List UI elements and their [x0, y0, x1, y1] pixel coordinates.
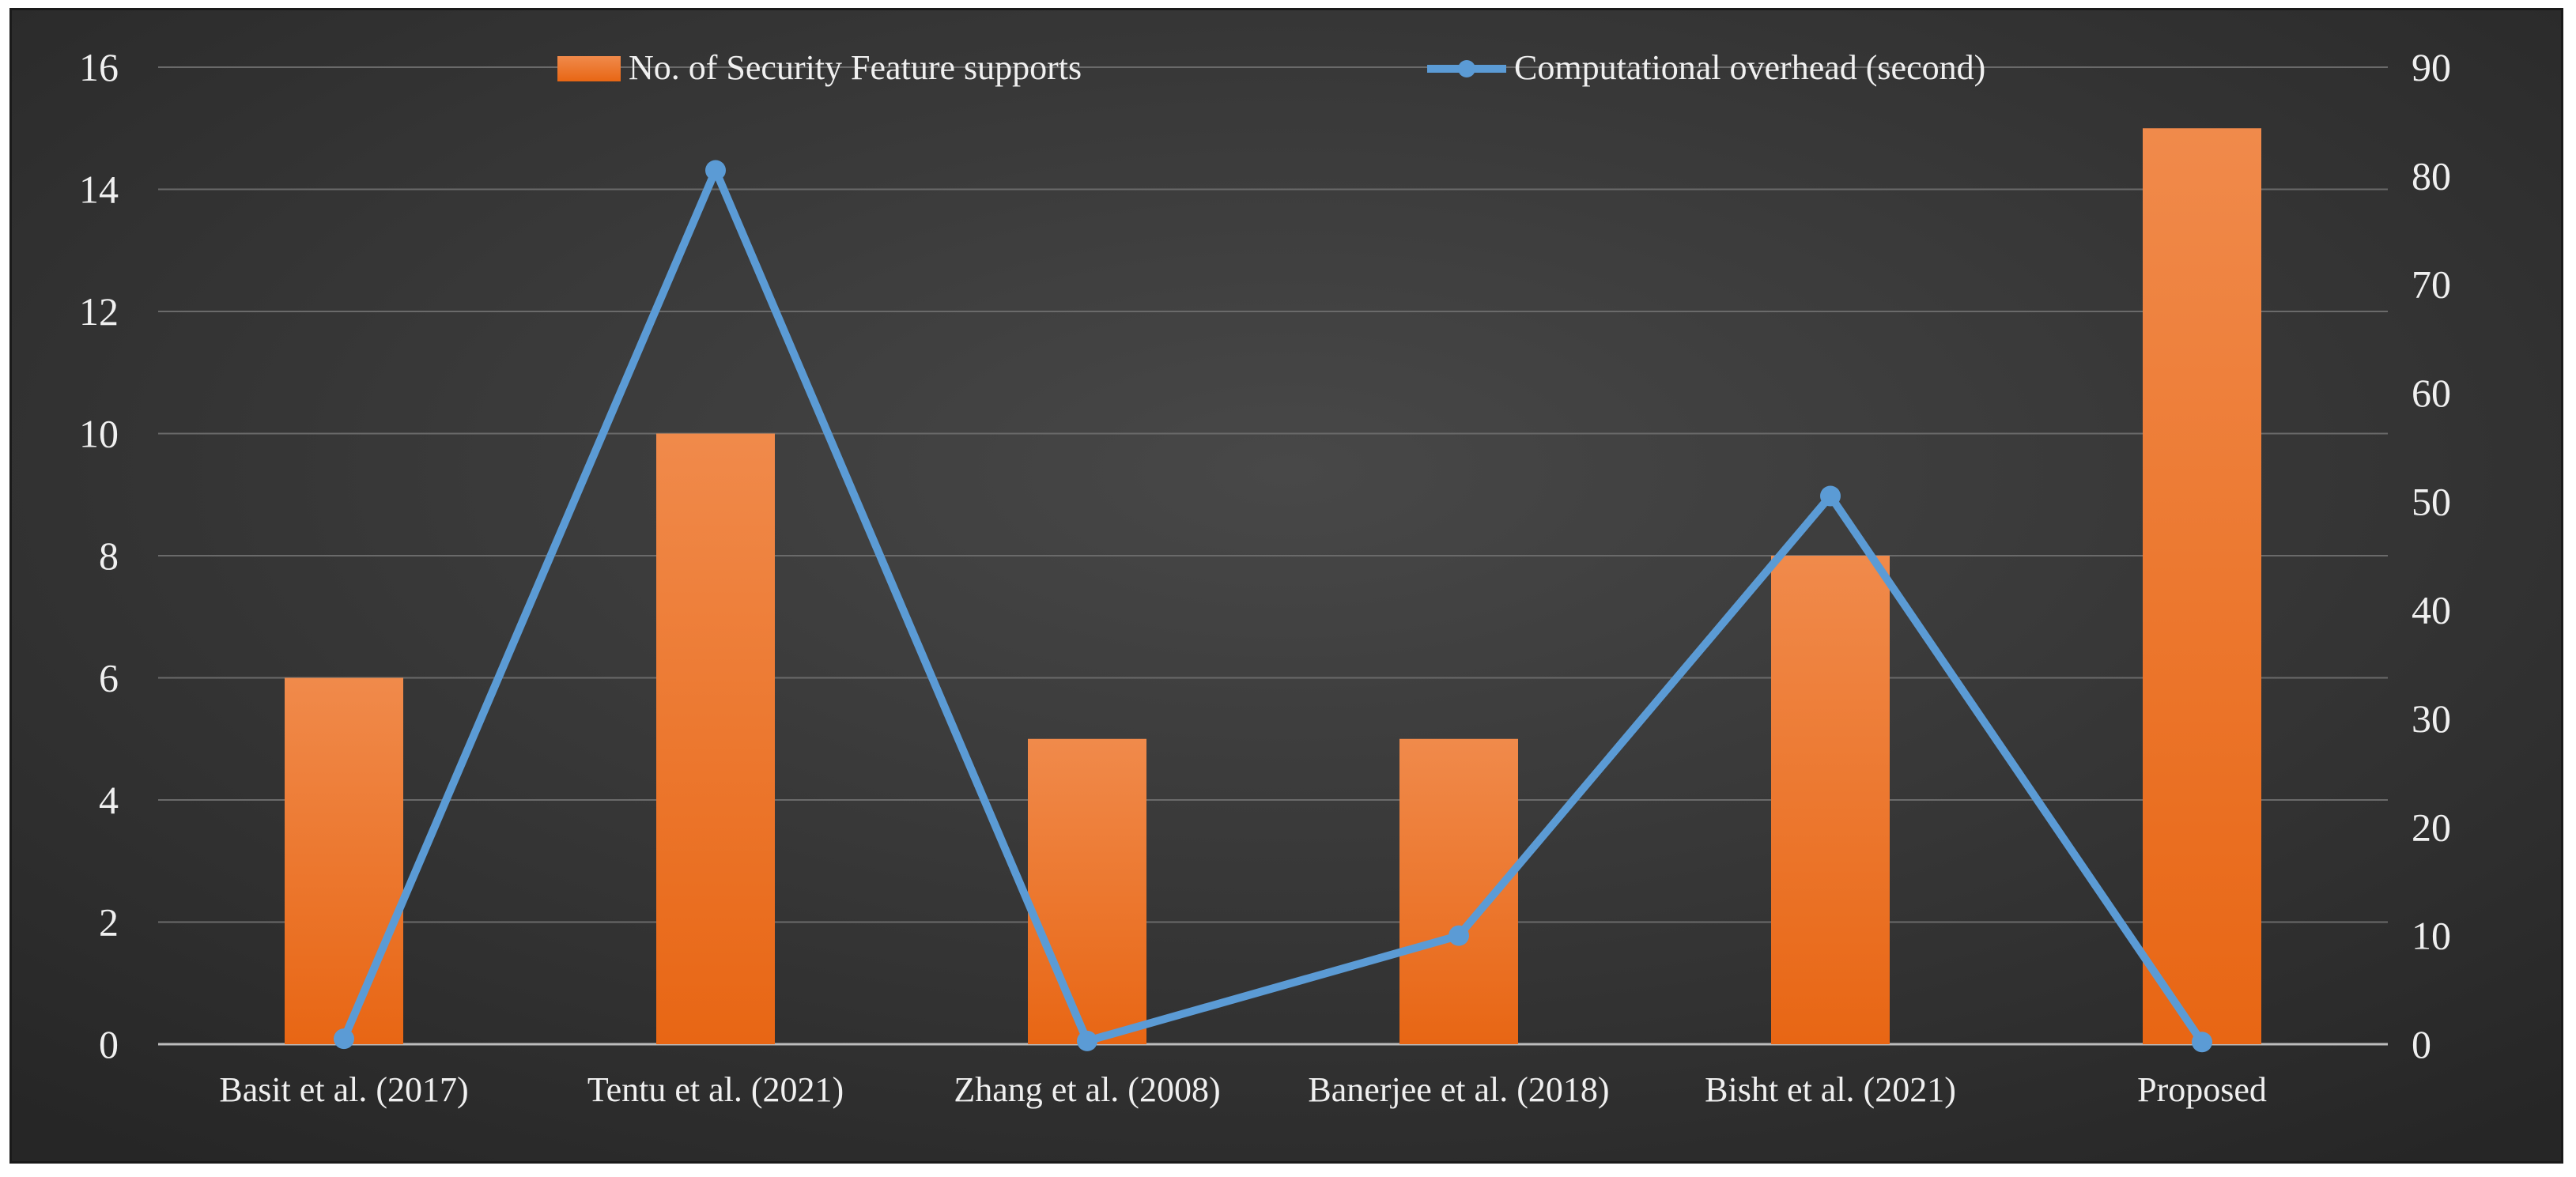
left-tick-label: 8: [99, 534, 119, 578]
bar: [285, 677, 403, 1044]
left-tick-label: 0: [99, 1022, 119, 1066]
chart-frame: 0 2 4 6 8 10 12 14 16 0 10 20 30 40 50 60 70 80 90 Basit …: [9, 8, 2563, 1164]
gridlines: [158, 66, 2388, 1046]
line-point: [1820, 485, 1841, 507]
category-label: Zhang et al. (2008): [954, 1070, 1220, 1109]
right-tick-label: 70: [2412, 262, 2451, 307]
left-tick-label: 6: [99, 656, 119, 700]
bar: [2143, 128, 2261, 1044]
left-tick-label: 4: [99, 778, 119, 822]
right-tick-label: 20: [2412, 805, 2451, 849]
category-label: Proposed: [2137, 1070, 2267, 1109]
legend: No. of Security Feature supports Computa…: [557, 48, 1985, 87]
right-axis-ticks: 0 10 20 30 40 50 60 70 80 90: [2412, 45, 2451, 1066]
chart-background: [12, 10, 2561, 1161]
bar-series: [285, 128, 2261, 1044]
left-tick-label: 12: [79, 289, 119, 334]
line-point: [705, 160, 726, 181]
line-point: [1449, 925, 1469, 946]
category-label: Bisht et al. (2021): [1705, 1070, 1956, 1109]
line-point: [1077, 1030, 1097, 1051]
line-series: [334, 160, 2212, 1053]
category-labels: Basit et al. (2017) Tentu et al. (2021) Zh…: [219, 1070, 2267, 1109]
bar: [1771, 556, 1890, 1044]
category-label: Banerjee et al. (2018): [1308, 1070, 1609, 1109]
legend-line-label: Computational overhead (second): [1514, 48, 1985, 87]
line-point: [2192, 1032, 2212, 1053]
right-tick-label: 90: [2412, 45, 2451, 89]
right-tick-label: 40: [2412, 588, 2451, 632]
bar: [1028, 738, 1146, 1044]
right-tick-label: 10: [2412, 914, 2451, 958]
legend-bar-swatch: [557, 56, 621, 81]
right-tick-label: 0: [2412, 1022, 2431, 1066]
left-tick-label: 10: [79, 412, 119, 456]
series-line: [340, 166, 2206, 1045]
right-tick-label: 80: [2412, 153, 2451, 198]
left-tick-label: 2: [99, 900, 119, 945]
combo-chart: 0 2 4 6 8 10 12 14 16 0 10 20 30 40 50 60 70 80 90 Basit …: [12, 10, 2561, 1161]
legend-line-marker: [1458, 60, 1475, 77]
left-axis-ticks: 0 2 4 6 8 10 12 14 16: [79, 45, 119, 1066]
bar: [656, 433, 775, 1044]
left-tick-label: 14: [79, 168, 119, 212]
right-tick-label: 50: [2412, 479, 2451, 523]
right-tick-label: 60: [2412, 371, 2451, 415]
category-label: Tentu et al. (2021): [587, 1070, 844, 1109]
category-label: Basit et al. (2017): [219, 1070, 468, 1109]
left-tick-label: 16: [79, 45, 119, 89]
legend-bar-label: No. of Security Feature supports: [629, 48, 1082, 87]
line-point: [334, 1028, 354, 1050]
right-tick-label: 30: [2412, 696, 2451, 741]
